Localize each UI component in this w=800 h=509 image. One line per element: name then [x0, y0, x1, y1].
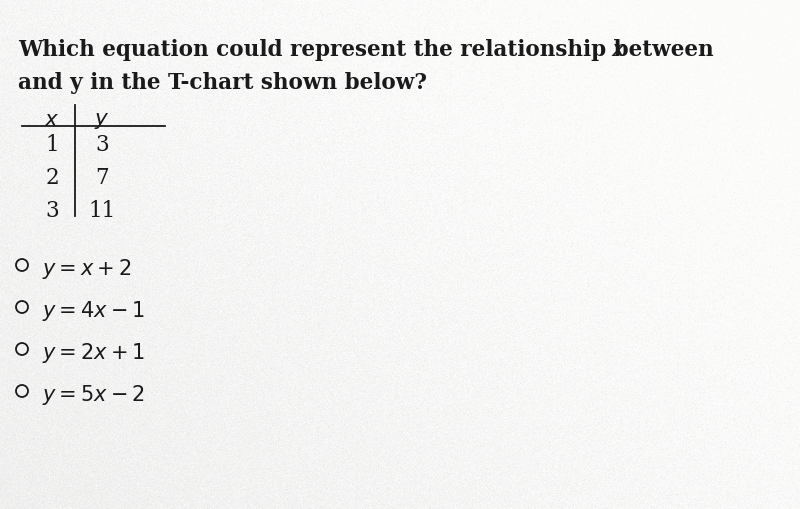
Text: and y in the T-chart shown below?: and y in the T-chart shown below? [18, 72, 427, 94]
Text: $y = 2x + 1$: $y = 2x + 1$ [42, 341, 145, 365]
Text: $y$: $y$ [94, 109, 110, 131]
Text: 2: 2 [45, 167, 59, 189]
Text: 7: 7 [95, 167, 109, 189]
Text: $y = x + 2$: $y = x + 2$ [42, 257, 131, 281]
Text: Which equation could represent the relationship between: Which equation could represent the relat… [18, 39, 721, 61]
Text: 1: 1 [45, 134, 59, 156]
Text: $x$: $x$ [611, 39, 626, 61]
Text: 11: 11 [88, 200, 116, 222]
Text: $y = 5x - 2$: $y = 5x - 2$ [42, 383, 145, 407]
Text: 3: 3 [45, 200, 59, 222]
Text: $x$: $x$ [44, 109, 60, 131]
Text: 3: 3 [95, 134, 109, 156]
Text: $y = 4x - 1$: $y = 4x - 1$ [42, 299, 145, 323]
